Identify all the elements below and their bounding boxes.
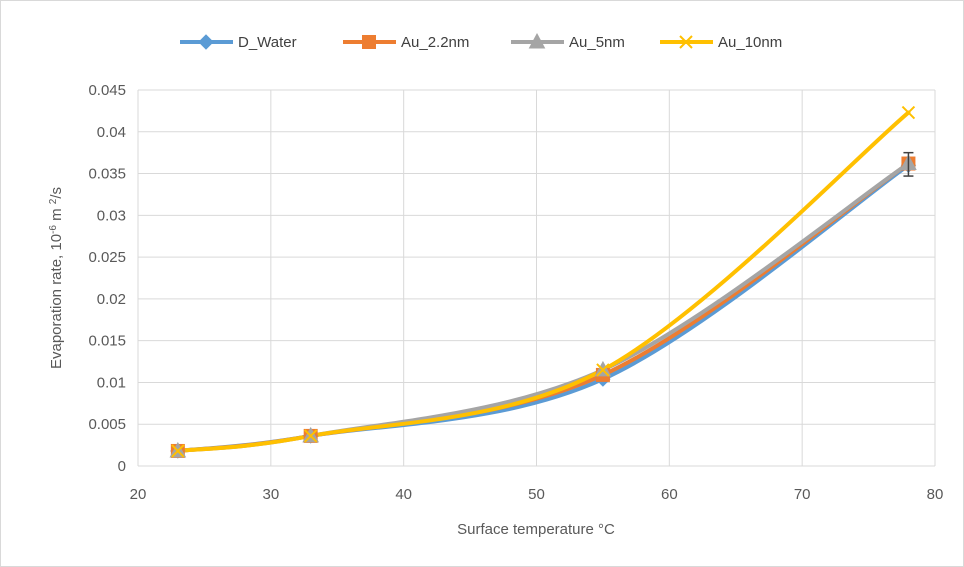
y-axis-title: Evaporation rate, 10-6 m 2/s (48, 187, 66, 369)
y-axis-title-suffix: /s (48, 187, 65, 199)
x-tick-label: 70 (794, 486, 811, 503)
legend-item-au-5nm: Au_5nm (511, 32, 625, 51)
y-tick-label: 0.025 (88, 249, 126, 266)
legend: D_Water Au_2.2nm Au_5nm Au_10nm (180, 32, 782, 51)
y-tick-label: 0.01 (97, 374, 126, 391)
y-tick-label: 0.005 (88, 416, 126, 433)
series-markers (169, 105, 917, 459)
y-axis-title-sup: -6 (48, 225, 59, 234)
data-point-au-10nm (596, 363, 610, 377)
data-point-au-10nm (303, 429, 318, 443)
axes: 0 0.005 0.01 0.015 0.02 0.025 0.03 0.035 0.04 0.0… (88, 82, 943, 503)
legend-marker-au-10nm (679, 35, 693, 49)
legend-item-au-10nm: Au_10nm (660, 34, 782, 51)
y-axis-title-prefix: Evaporation rate, 10 (48, 234, 65, 369)
x-axis-title: Surface temperature °C (457, 521, 615, 538)
y-tick-label: 0 (118, 458, 126, 475)
y-axis-title-mid: m (48, 204, 65, 225)
legend-item-au-2-2nm: Au_2.2nm (343, 34, 469, 51)
legend-label-d-water: D_Water (238, 34, 297, 51)
x-tick-label: 20 (130, 486, 147, 503)
x-tick-label: 50 (528, 486, 545, 503)
x-tick-label: 80 (927, 486, 944, 503)
legend-marker-au-5nm (528, 32, 546, 49)
legend-label-au-5nm: Au_5nm (569, 34, 625, 51)
x-tick-label: 40 (395, 486, 412, 503)
data-point-au-10nm (901, 105, 916, 120)
y-tick-label: 0.02 (97, 291, 126, 308)
y-tick-label: 0.03 (97, 207, 126, 224)
legend-marker-d-water (198, 34, 214, 50)
data-point-au-10nm (171, 444, 185, 458)
series-lines (175, 110, 911, 453)
x-tick-label: 60 (661, 486, 678, 503)
series-line-au-10nm (175, 110, 911, 453)
legend-label-au-2-2nm: Au_2.2nm (401, 34, 469, 51)
y-tick-label: 0.015 (88, 333, 126, 350)
legend-item-d-water: D_Water (180, 34, 297, 51)
gridlines (137, 89, 936, 467)
y-tick-label: 0.045 (88, 82, 126, 99)
x-tick-label: 30 (262, 486, 279, 503)
legend-marker-au-2-2nm (362, 35, 376, 49)
y-tick-label: 0.04 (97, 124, 126, 141)
y-axis-title-sup2: 2 (48, 198, 59, 204)
y-tick-label: 0.035 (88, 166, 126, 183)
legend-label-au-10nm: Au_10nm (718, 34, 782, 51)
